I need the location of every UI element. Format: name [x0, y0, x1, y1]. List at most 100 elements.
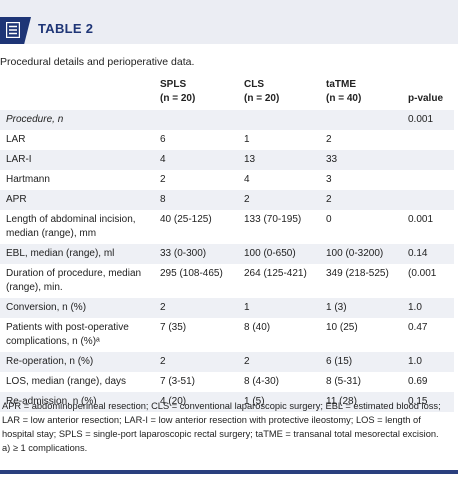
cell-spls: 33 (0-300)	[158, 244, 242, 264]
cell-spls: 40 (25-125)	[160, 214, 212, 225]
cell-pvalue: 0.14	[406, 244, 454, 264]
cell-spls: 8	[158, 190, 242, 210]
table-row: Length of abdominal incision, median (ra…	[0, 210, 454, 244]
cell-cls	[242, 110, 324, 130]
table-row: LAR-I 4 13 33	[0, 150, 454, 170]
cell-tatme: 11 (28)	[324, 392, 406, 412]
cell-pvalue: 0.001	[406, 110, 454, 130]
table-footnote: APR = abdominoperineal resection; CLS = …	[2, 399, 454, 455]
table-bottom-rule	[0, 470, 458, 474]
cell-spls	[158, 110, 242, 130]
cell-pvalue	[406, 150, 454, 170]
table-row: Hartmann 2 4 3	[0, 170, 454, 190]
table-caption: Procedural details and perioperative dat…	[0, 56, 195, 68]
cell-cls: 8 (40)	[244, 322, 271, 333]
data-table: SPLS CLS taTME (n = 20) (n = 20) (n = 40…	[0, 78, 454, 412]
cell-spls: 4	[158, 150, 242, 170]
cell-pvalue: 0.69	[408, 376, 428, 387]
column-header-tatme: taTME	[326, 79, 356, 90]
row-label: Duration of procedure, median (range), m…	[6, 268, 142, 293]
row-label: LAR	[6, 134, 26, 145]
cell-cls: 1	[242, 298, 324, 318]
table-row: Conversion, n (%) 2 1 1 (3) 1.0	[0, 298, 454, 318]
cell-pvalue: 0.47	[408, 322, 428, 333]
cell-tatme: 1 (3)	[324, 298, 406, 318]
row-label: APR	[0, 190, 158, 210]
cell-spls: 7 (35)	[160, 322, 187, 333]
cell-tatme: 10 (25)	[326, 322, 358, 333]
table-header-bar: TABLE 2	[0, 0, 458, 44]
cell-spls: 2	[158, 298, 242, 318]
row-label: Hartmann	[6, 174, 50, 185]
row-label: Re-admission, n (%)	[0, 392, 158, 412]
cell-cls: 2	[242, 352, 324, 372]
row-label: Re-operation, n (%)	[0, 352, 158, 372]
cell-tatme: 8 (5-31)	[326, 376, 362, 387]
cell-pvalue	[406, 190, 454, 210]
table-row: Re-admission, n (%) 4 (20) 1 (5) 11 (28) 0.1…	[0, 392, 454, 412]
cell-cls: 264 (125-421)	[244, 268, 307, 279]
cell-spls: 6	[160, 134, 166, 145]
row-label: Patients with post-operative complicatio…	[6, 322, 129, 347]
table-row: LOS, median (range), days 7 (3-51) 8 (4-30…	[0, 372, 454, 392]
row-label: LOS, median (range), days	[6, 376, 127, 387]
cell-pvalue: 0.001	[408, 214, 434, 225]
column-subheader-empty	[0, 92, 158, 110]
row-label: Conversion, n (%)	[0, 298, 158, 318]
cell-cls: 1 (5)	[242, 392, 324, 412]
table-row: EBL, median (range), ml 33 (0-300) 100 (0-…	[0, 244, 454, 264]
cell-cls: 13	[242, 150, 324, 170]
column-subheader-tatme: (n = 40)	[326, 93, 362, 104]
column-subheader-row: (n = 20) (n = 20) (n = 40) p-value	[0, 92, 454, 110]
cell-tatme: 2	[326, 134, 332, 145]
table-row: LAR 6 1 2	[0, 130, 454, 150]
row-label: LAR-I	[0, 150, 158, 170]
cell-spls: 7 (3-51)	[160, 376, 196, 387]
column-header-pvalue-label: p-value	[408, 93, 444, 104]
table-row: Procedure, n 0.001	[0, 110, 454, 130]
cell-tatme: 0	[326, 214, 332, 225]
row-label: Length of abdominal incision, median (ra…	[6, 214, 136, 239]
footnote-a: a) ≥ 1 complications.	[2, 443, 88, 453]
cell-pvalue: 0.15	[406, 392, 454, 412]
cell-tatme	[324, 110, 406, 130]
cell-tatme: 33	[324, 150, 406, 170]
cell-pvalue: (0.001	[408, 268, 437, 279]
column-header-row: SPLS CLS taTME	[0, 78, 454, 92]
cell-pvalue	[406, 170, 454, 190]
cell-tatme: 3	[326, 174, 332, 185]
column-subheader-spls: (n = 20)	[160, 93, 196, 104]
cell-cls: 4	[244, 174, 250, 185]
cell-tatme: 349 (218-525)	[326, 268, 389, 279]
column-subheader-cls: (n = 20)	[244, 93, 280, 104]
column-header-cls: CLS	[244, 79, 264, 90]
table-badge	[0, 17, 31, 44]
cell-cls: 2	[242, 190, 324, 210]
cell-tatme: 100 (0-3200)	[324, 244, 406, 264]
table-label: TABLE 2	[38, 21, 94, 36]
footnote-abbreviations: APR = abdominoperineal resection; CLS = …	[2, 401, 441, 439]
cell-pvalue	[406, 130, 454, 150]
column-header-empty	[0, 78, 158, 92]
table-row: Duration of procedure, median (range), m…	[0, 264, 454, 298]
document-icon	[6, 22, 20, 38]
cell-cls: 133 (70-195)	[244, 214, 302, 225]
cell-spls: 2	[158, 352, 242, 372]
cell-spls: 2	[160, 174, 166, 185]
cell-cls: 1	[244, 134, 250, 145]
table-row: APR 8 2 2	[0, 190, 454, 210]
table-row: Re-operation, n (%) 2 2 6 (15) 1.0	[0, 352, 454, 372]
column-header-spls: SPLS	[160, 79, 187, 90]
cell-cls: 100 (0-650)	[242, 244, 324, 264]
cell-spls: 295 (108-465)	[160, 268, 223, 279]
column-header-pvalue	[406, 78, 454, 92]
cell-pvalue: 1.0	[406, 352, 454, 372]
row-label: Procedure, n	[0, 110, 158, 130]
cell-cls: 8 (4-30)	[244, 376, 280, 387]
row-label: EBL, median (range), ml	[0, 244, 158, 264]
cell-pvalue: 1.0	[406, 298, 454, 318]
table-row: Patients with post-operative complicatio…	[0, 318, 454, 352]
cell-tatme: 2	[324, 190, 406, 210]
cell-spls: 4 (20)	[158, 392, 242, 412]
cell-tatme: 6 (15)	[324, 352, 406, 372]
